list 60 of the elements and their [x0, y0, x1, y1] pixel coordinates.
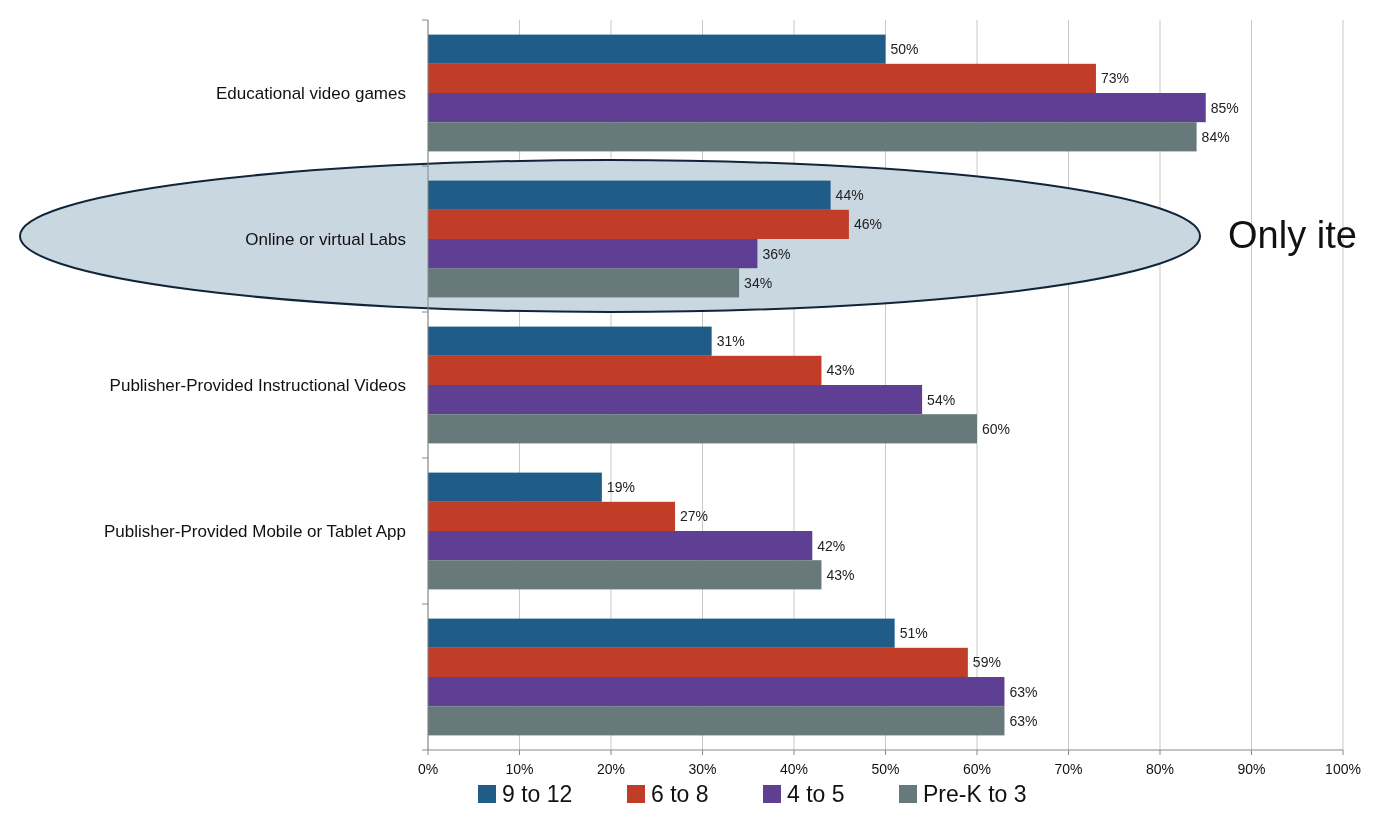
- bar: [428, 647, 968, 677]
- bar: [428, 414, 977, 444]
- bar: [428, 268, 740, 298]
- data-label: 54%: [927, 391, 956, 408]
- x-tick-label: 40%: [779, 761, 809, 777]
- data-label: 46%: [853, 216, 882, 233]
- data-label: 19%: [606, 479, 635, 496]
- annotation: Only ite: [1228, 214, 1357, 256]
- bar: [428, 385, 923, 415]
- data-label: 42%: [817, 537, 846, 554]
- data-label: 51%: [899, 625, 928, 642]
- bar: [428, 180, 831, 210]
- bar: [428, 93, 1206, 123]
- bar: [428, 34, 886, 64]
- x-tick-label: 0%: [417, 761, 439, 777]
- bar: [428, 63, 1096, 93]
- x-tick-label: 90%: [1237, 761, 1266, 777]
- bar: [428, 677, 1005, 707]
- data-label: 34%: [744, 274, 773, 291]
- data-label: 50%: [890, 41, 919, 58]
- bar: [428, 209, 849, 239]
- legend-label: 6 to 8: [651, 781, 709, 808]
- data-label: 63%: [1009, 683, 1038, 700]
- data-label: 60%: [982, 420, 1011, 437]
- legend-label: 9 to 12: [502, 781, 573, 808]
- x-tick-label: 30%: [688, 761, 717, 777]
- data-label: 59%: [972, 654, 1001, 671]
- x-tick-label: 60%: [962, 761, 992, 777]
- bar: [428, 326, 712, 356]
- bar: [428, 501, 676, 531]
- x-tick-label: 70%: [1054, 761, 1083, 777]
- data-label: 43%: [826, 362, 855, 379]
- x-tick-label: 10%: [505, 761, 534, 777]
- data-label: 43%: [826, 566, 855, 583]
- data-label: 31%: [716, 333, 745, 350]
- y-tick-label: Publisher-Provided Instructional Videos: [109, 375, 406, 395]
- x-tick-label: 50%: [871, 761, 900, 777]
- legend-label: 4 to 5: [787, 781, 845, 808]
- data-label: 73%: [1100, 70, 1129, 87]
- bar: [428, 355, 822, 385]
- bar: [428, 472, 602, 502]
- bar: [428, 618, 895, 648]
- data-label: 44%: [835, 187, 864, 204]
- data-label: 27%: [680, 508, 709, 525]
- x-tick-label: 100%: [1325, 761, 1361, 777]
- legend-label: Pre-K to 3: [923, 781, 1027, 808]
- y-tick-label: Publisher-Provided Mobile or Tablet App: [103, 521, 406, 541]
- data-label: 85%: [1210, 99, 1239, 116]
- bar: [428, 560, 822, 590]
- bar: [428, 122, 1197, 152]
- x-tick-label: 20%: [596, 761, 626, 777]
- bar: [428, 706, 1005, 736]
- data-label: 84%: [1201, 128, 1230, 145]
- bar: [428, 239, 758, 269]
- bar: [428, 531, 813, 561]
- x-tick-label: 80%: [1145, 761, 1175, 777]
- y-tick-label: Educational video games: [216, 83, 406, 103]
- y-tick-label: Online or virtual Labs: [245, 229, 406, 249]
- data-label: 36%: [762, 245, 791, 262]
- data-label: 63%: [1009, 712, 1038, 729]
